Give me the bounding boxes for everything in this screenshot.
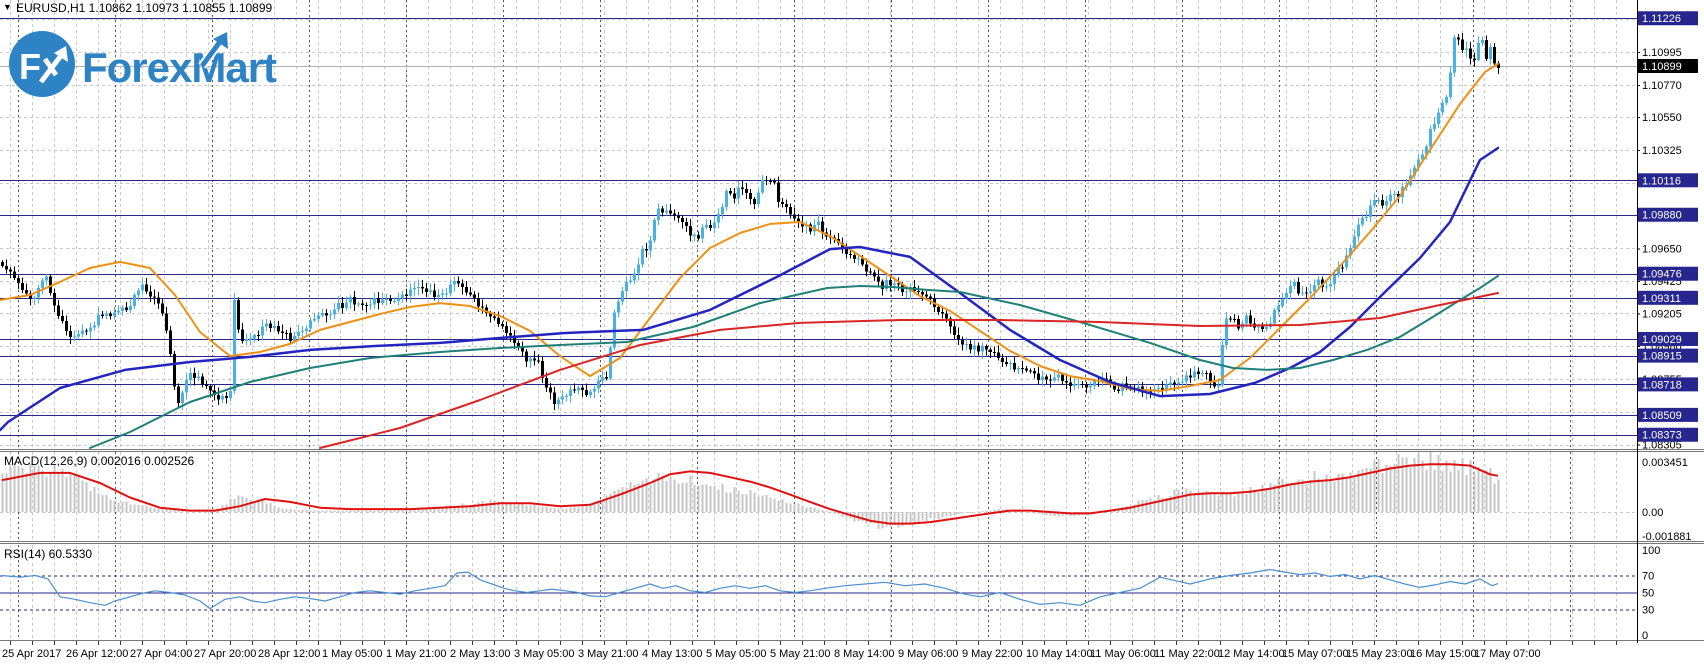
svg-text:3 May 05:00: 3 May 05:00	[514, 648, 575, 660]
svg-text:8 May 14:00: 8 May 14:00	[834, 648, 895, 660]
svg-text:9 May 06:00: 9 May 06:00	[898, 648, 959, 660]
period-separators	[18, 0, 1571, 640]
svg-text:1.10899: 1.10899	[1642, 61, 1682, 73]
rsi-level-lines	[0, 575, 1637, 611]
svg-text:2 May 13:00: 2 May 13:00	[450, 648, 511, 660]
svg-text:1.09029: 1.09029	[1642, 334, 1682, 346]
ma-slowest-red-line	[319, 292, 1499, 449]
svg-text:1.10770: 1.10770	[1642, 80, 1682, 92]
svg-text:1.08373: 1.08373	[1642, 430, 1682, 442]
svg-text:10 May 14:00: 10 May 14:00	[1026, 648, 1093, 660]
svg-text:1.08509: 1.08509	[1642, 410, 1682, 422]
pane-borders	[0, 0, 1704, 643]
svg-text:1.09311: 1.09311	[1642, 293, 1681, 305]
svg-text:1.09205: 1.09205	[1642, 308, 1682, 320]
svg-text:4 May 13:00: 4 May 13:00	[642, 648, 703, 660]
svg-text:1.08718: 1.08718	[1642, 379, 1682, 391]
macd-indicator-label: MACD(12,26,9) 0.002016 0.002526	[4, 454, 195, 468]
svg-text:17 May 07:00: 17 May 07:00	[1474, 648, 1541, 660]
svg-text:5 May 05:00: 5 May 05:00	[706, 648, 767, 660]
svg-text:27 Apr 20:00: 27 Apr 20:00	[194, 648, 256, 660]
svg-text:25 Apr 2017: 25 Apr 2017	[2, 648, 61, 660]
svg-text:28 Apr 12:00: 28 Apr 12:00	[258, 648, 320, 660]
svg-text:-0.001881: -0.001881	[1642, 531, 1692, 543]
svg-text:26 Apr 12:00: 26 Apr 12:00	[66, 648, 128, 660]
svg-text:12 May 14:00: 12 May 14:00	[1218, 648, 1285, 660]
svg-text:11 May 06:00: 11 May 06:00	[1090, 648, 1156, 660]
logo-fx-f: F	[19, 46, 41, 87]
forexmart-logo: F ForexMart	[6, 26, 306, 111]
ma-slow-teal-line	[89, 274, 1499, 449]
svg-text:11 May 22:00: 11 May 22:00	[1154, 648, 1220, 660]
logo-brand-text: ForexMart	[82, 44, 277, 91]
svg-text:1.10325: 1.10325	[1642, 145, 1682, 157]
svg-text:100: 100	[1642, 545, 1660, 557]
macd-signal-line	[1, 463, 1499, 525]
svg-text:15 May 07:00: 15 May 07:00	[1282, 648, 1349, 660]
svg-text:50: 50	[1642, 588, 1654, 600]
symbol-ohlc-readout: EURUSD,H1 1.10862 1.10973 1.10855 1.1089…	[16, 1, 273, 15]
price-axis[interactable]: 1.112201.109951.107701.105501.103251.101…	[1637, 11, 1698, 452]
logo-circle	[9, 31, 75, 97]
svg-text:1.11226: 1.11226	[1642, 13, 1681, 25]
rsi-line	[1, 568, 1499, 610]
svg-text:1.08915: 1.08915	[1642, 351, 1682, 363]
svg-text:1.08305: 1.08305	[1642, 440, 1682, 452]
rsi-axis[interactable]: 100 70 50 30 0	[1642, 545, 1660, 642]
svg-text:1.10116: 1.10116	[1642, 175, 1681, 187]
svg-text:1.10995: 1.10995	[1642, 47, 1682, 59]
svg-text:27 Apr 04:00: 27 Apr 04:00	[130, 648, 192, 660]
svg-text:1.10550: 1.10550	[1642, 112, 1682, 124]
svg-text:16 May 15:00: 16 May 15:00	[1410, 648, 1477, 660]
svg-text:0.00: 0.00	[1642, 507, 1663, 519]
macd-axis[interactable]: 0.003451 0.00 -0.001881	[1642, 457, 1692, 543]
rsi-indicator-label: RSI(14) 60.5330	[4, 547, 93, 561]
logo-arrow-icon	[54, 46, 68, 62]
svg-text:1 May 21:00: 1 May 21:00	[386, 648, 447, 660]
candles	[1, 33, 1500, 410]
svg-text:3 May 21:00: 3 May 21:00	[578, 648, 639, 660]
time-axis[interactable]: 25 Apr 2017 26 Apr 12:00 27 Apr 04:00 27 Ap…	[2, 641, 1617, 660]
svg-text:70: 70	[1642, 571, 1654, 583]
svg-text:1.09650: 1.09650	[1642, 243, 1682, 255]
svg-text:30: 30	[1642, 605, 1654, 617]
svg-text:1.09476: 1.09476	[1642, 269, 1682, 281]
grid-lines	[0, 0, 1637, 640]
ma-mid-blue-line	[0, 146, 1500, 432]
svg-text:5 May 21:00: 5 May 21:00	[770, 648, 831, 660]
svg-text:9 May 22:00: 9 May 22:00	[962, 648, 1023, 660]
svg-text:0.003451: 0.003451	[1642, 457, 1688, 469]
svg-text:1.09880: 1.09880	[1642, 210, 1682, 222]
logo-m-arrow-icon	[213, 32, 228, 49]
macd-histogram	[1, 451, 1500, 529]
svg-text:0: 0	[1642, 630, 1648, 642]
svg-text:1 May 05:00: 1 May 05:00	[322, 648, 383, 660]
symbol-dropdown-icon[interactable]: ▼	[3, 2, 12, 12]
svg-text:15 May 23:00: 15 May 23:00	[1346, 648, 1413, 660]
ma-fast-orange-line	[0, 62, 1499, 392]
